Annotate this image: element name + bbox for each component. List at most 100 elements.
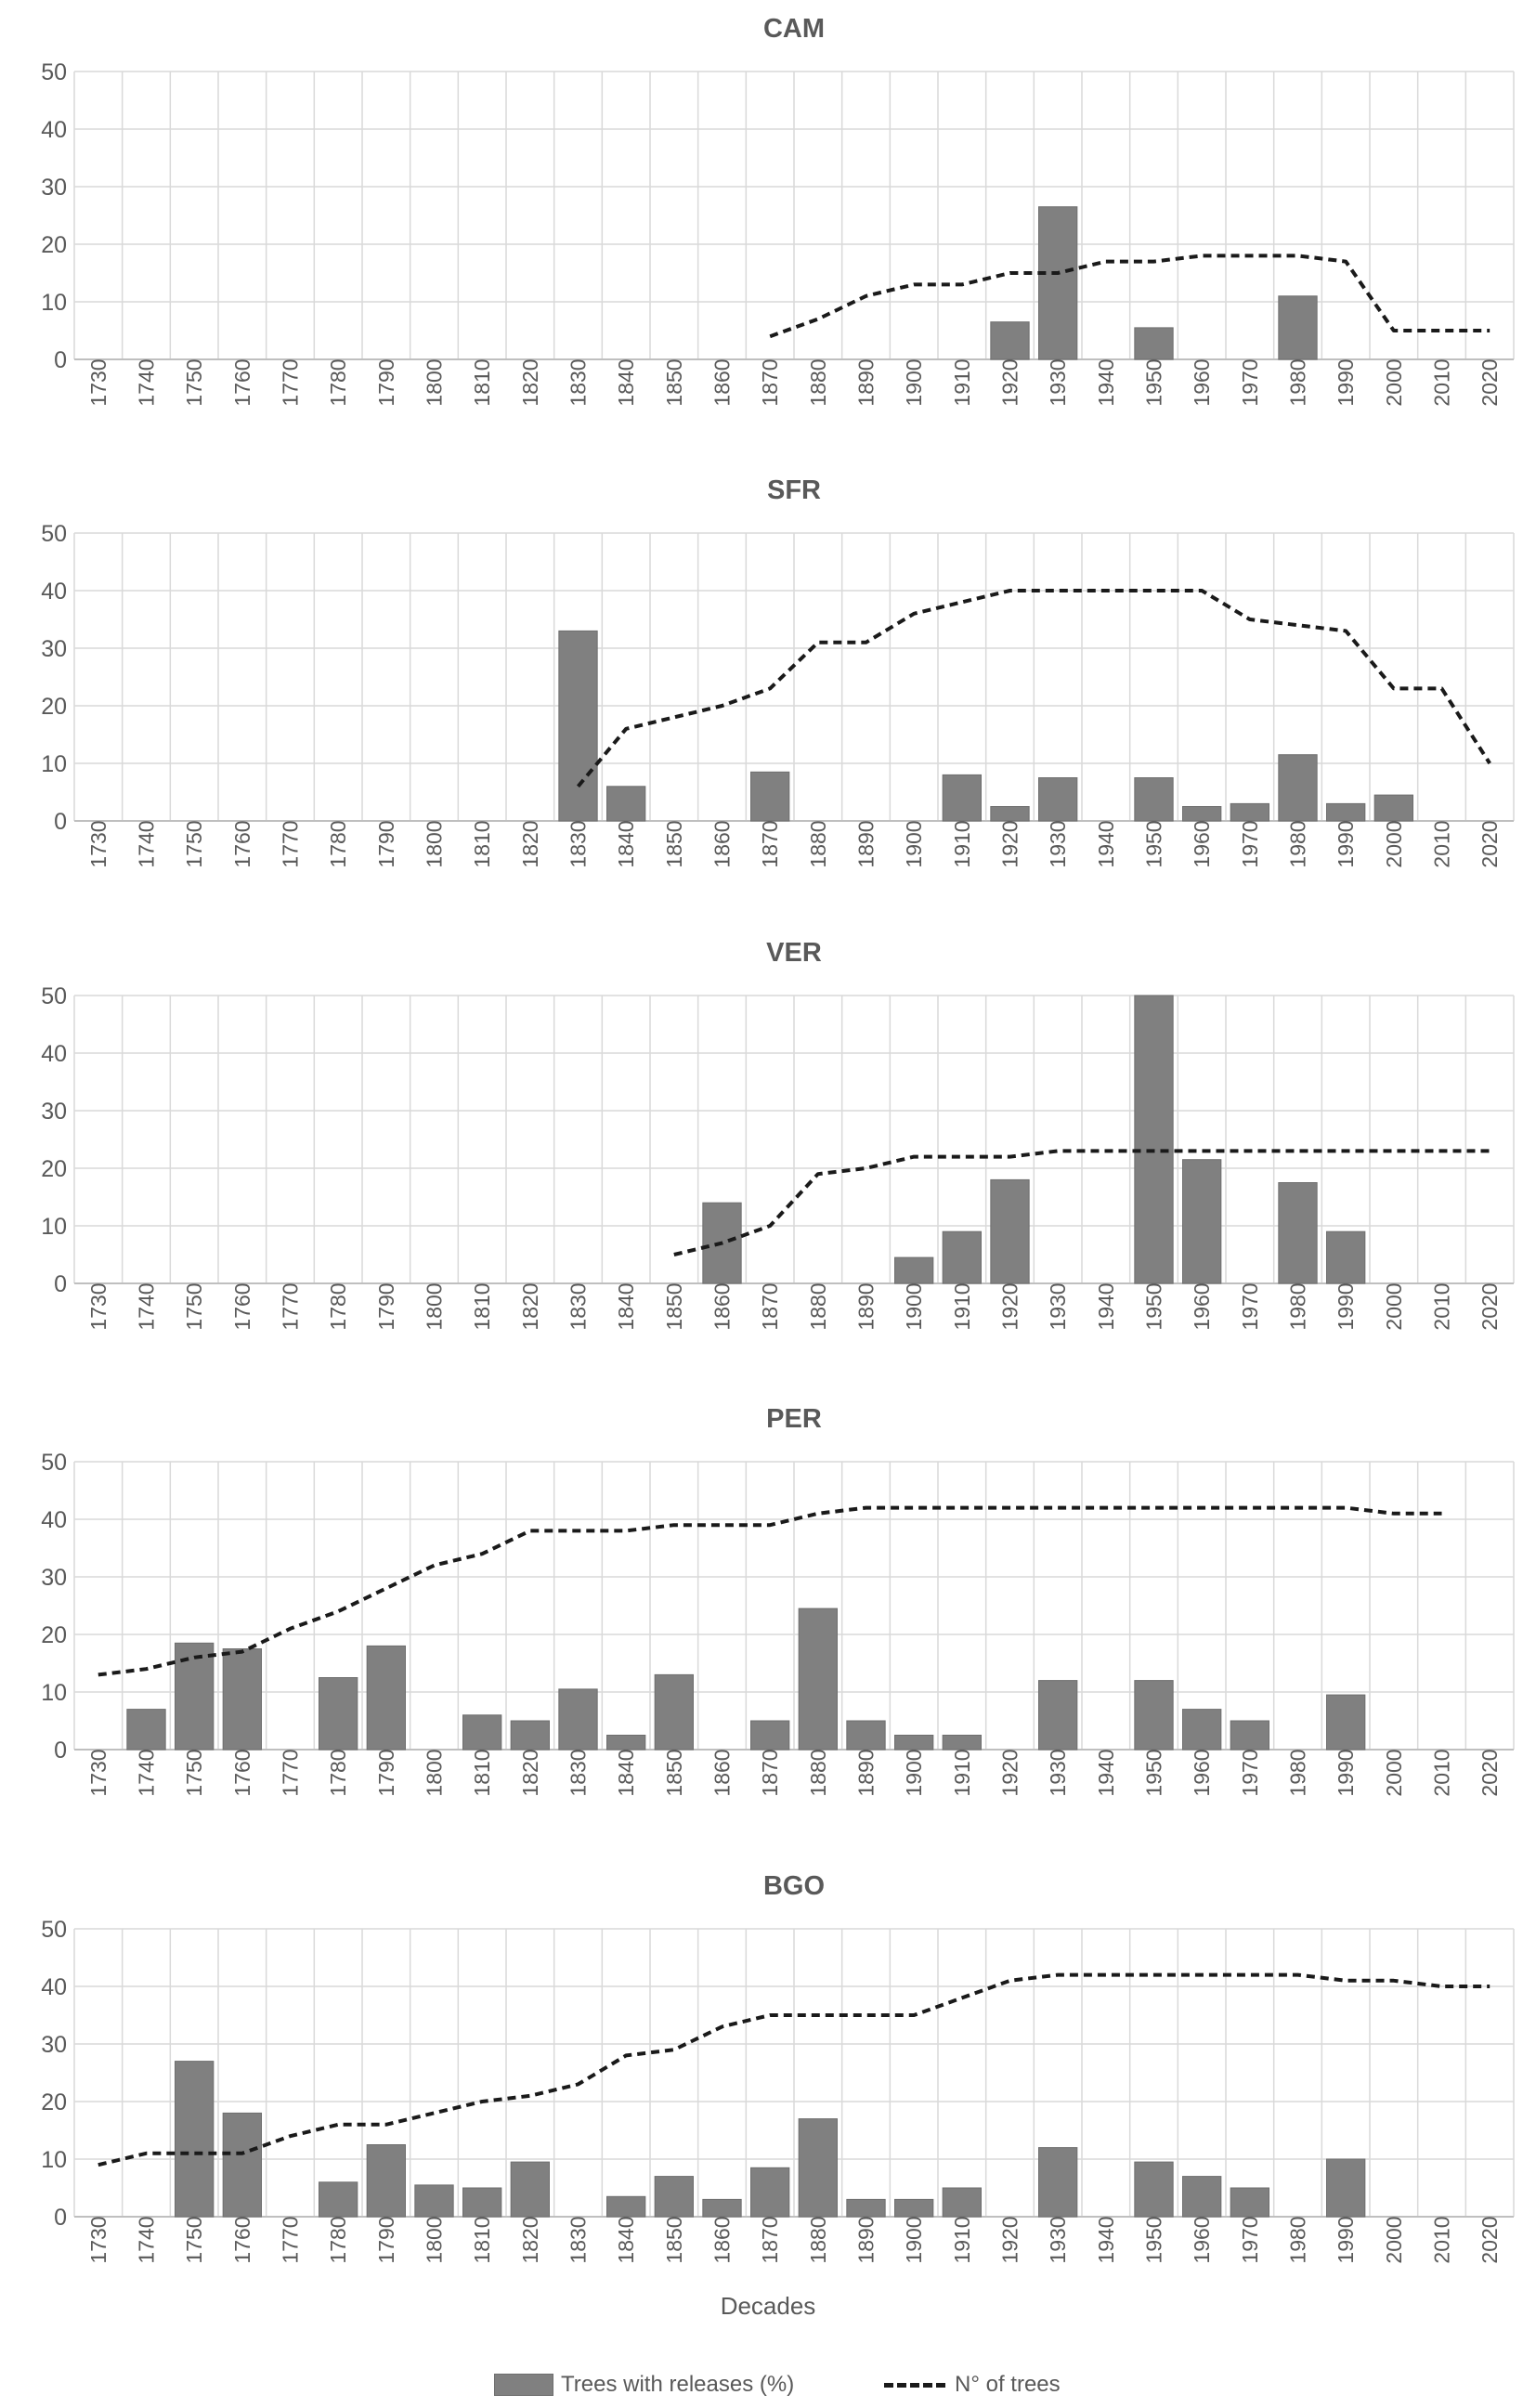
x-tick-label: 2020 [1477,1282,1502,1330]
bar-1990 [1326,2158,1366,2218]
chart-panel-ver: VER 0 10 20 30 40 50 1730 1740 1750 1760 1770 1780 17… [41,938,1515,1331]
x-tick-label: 1830 [566,1282,591,1330]
bar-1900 [894,1735,934,1751]
x-tick-label: 1940 [1094,1749,1118,1796]
x-tick-label: 2000 [1382,820,1406,867]
x-tick-label: 1780 [326,1282,350,1330]
bar-1980 [1278,754,1318,822]
bar-1900 [894,2198,934,2218]
x-tick-label: 1980 [1286,820,1310,867]
x-tick-label: 1930 [1046,820,1070,867]
y-tick-label: 10 [41,290,67,316]
x-tick-label: 1850 [662,1282,686,1330]
x-tick-label: 2000 [1382,358,1406,406]
trees-count-line [576,589,1491,788]
x-tick-label: 1730 [86,1282,111,1330]
x-tick-label: 1760 [230,2216,254,2263]
x-tick-label: 1870 [758,2216,782,2263]
x-tick-label: 1780 [326,358,350,406]
x-tick-label: 1860 [710,1282,735,1330]
y-tick-label: 20 [41,694,67,720]
x-tick-label: 1810 [470,2216,494,2263]
y-tick-label: 40 [41,117,67,143]
x-tick-label: 1890 [854,358,879,406]
bar-1820 [510,1720,551,1751]
panel-title: PER [766,1404,822,1434]
x-tick-label: 1910 [950,1749,974,1796]
x-tick-label: 1910 [950,358,974,406]
bar-1850 [654,1673,695,1751]
x-tick-label: 1960 [1190,1749,1214,1796]
y-tick-label: 40 [41,1974,67,2000]
x-tick-label: 1890 [854,820,879,867]
bar-1920 [990,321,1030,360]
x-tick-label: 1800 [423,1282,447,1330]
x-tick-label: 1910 [950,2216,974,2263]
x-tick-label: 1970 [1238,358,1262,406]
x-tick-label: 1730 [86,820,111,867]
x-tick-label: 1850 [662,2216,686,2263]
bar-1960 [1182,1159,1222,1284]
panel-title: CAM [763,14,825,44]
x-tick-label: 1950 [1142,1282,1166,1330]
x-tick-label: 1800 [423,820,447,867]
bar-1920 [990,1178,1030,1284]
x-tick-label: 1740 [135,820,159,867]
x-tick-label: 1740 [135,1282,159,1330]
y-tick-label: 30 [41,636,67,662]
bar-1930 [1038,206,1078,360]
x-tick-label: 1810 [470,820,494,867]
x-axis-title: Decades [720,2292,816,2320]
bar-1960 [1182,1709,1222,1751]
bar-1780 [319,2181,358,2218]
x-tick-label: 1870 [758,820,782,867]
x-tick-label: 1780 [326,1749,350,1796]
x-tick-label: 1850 [662,820,686,867]
x-tick-label: 1970 [1238,2216,1262,2263]
bar-1830 [558,1688,598,1751]
x-tick-label: 1820 [518,1282,542,1330]
legend-item-trees: N° of trees [884,2372,1061,2398]
bar-1980 [1278,1182,1318,1284]
x-tick-label: 2020 [1477,820,1502,867]
x-tick-label: 1920 [998,1282,1022,1330]
x-tick-label: 1990 [1334,358,1358,406]
bar-1870 [750,771,790,822]
bar-1760 [222,2112,263,2218]
x-tick-label: 1950 [1142,358,1166,406]
x-tick-label: 1750 [182,358,206,406]
chart-panel-bgo: BGO 0 10 20 30 40 50 1730 1740 1750 1760 1770 1780 17… [41,1871,1515,2264]
x-tick-label: 1790 [374,1282,398,1330]
y-tick-label: 10 [41,1214,67,1240]
legend-item-releases: Trees with releases (%) [494,2372,794,2398]
x-tick-label: 1810 [470,358,494,406]
x-tick-label: 1970 [1238,1282,1262,1330]
bar-1820 [510,2161,551,2218]
bar-1870 [750,1720,790,1751]
bar-1870 [750,2167,790,2218]
x-tick-label: 1920 [998,2216,1022,2263]
x-tick-label: 1740 [135,1749,159,1796]
bar-1840 [606,786,646,822]
y-tick-label: 10 [41,2147,67,2173]
x-tick-label: 1950 [1142,1749,1166,1796]
x-tick-label: 1750 [182,820,206,867]
x-tick-label: 2010 [1430,358,1454,406]
y-tick-label: 10 [41,751,67,777]
bar-1920 [990,806,1030,822]
x-tick-label: 1870 [758,358,782,406]
x-tick-label: 1730 [86,2216,111,2263]
y-tick-label: 40 [41,579,67,605]
bar-1830 [558,630,598,822]
x-tick-label: 1980 [1286,358,1310,406]
panel-title: BGO [763,1871,825,1901]
bar-1790 [366,1645,406,1751]
x-tick-label: 1960 [1190,358,1214,406]
x-tick-label: 1810 [470,1749,494,1796]
bar-1960 [1182,806,1222,822]
chart-panel-per: PER 0 10 20 30 40 50 1730 1740 1750 1760 1770 1780 17… [41,1404,1515,1797]
y-tick-label: 40 [41,1041,67,1067]
bar-1740 [126,1709,166,1751]
x-tick-label: 1940 [1094,2216,1118,2263]
